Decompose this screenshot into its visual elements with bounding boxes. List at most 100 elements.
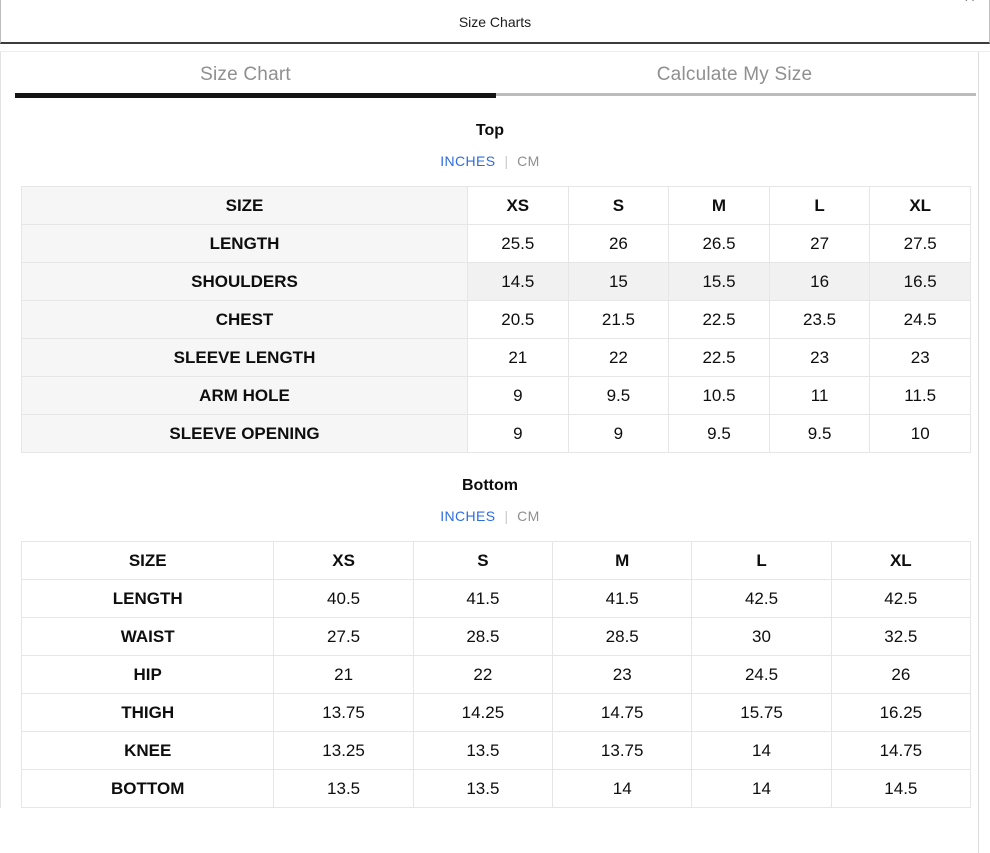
row-label-cell: THIGH [20, 693, 275, 732]
value-cell: 14.5 [830, 769, 972, 808]
table-row: SLEEVE LENGTH 21 22 22.5 23 23 [20, 338, 971, 377]
value-cell: 16.25 [830, 693, 972, 732]
value-cell: 14.25 [412, 693, 554, 732]
table-row: SLEEVE OPENING 9 9 9.5 9.5 10 [20, 414, 971, 453]
active-tab-indicator [15, 93, 496, 98]
table-header-row: SIZE XS S M L XL [20, 186, 971, 225]
value-cell: 9.5 [668, 414, 770, 453]
section-title: Bottom [462, 477, 518, 494]
value-cell: 14 [691, 731, 832, 770]
size-header-cell: SIZE [20, 541, 275, 580]
row-label-cell: LENGTH [20, 579, 275, 618]
table-row: WAIST 27.5 28.5 28.5 30 32.5 [20, 617, 972, 656]
value-cell: 41.5 [552, 579, 693, 618]
value-cell: 11.5 [869, 376, 971, 415]
value-cell: 21 [467, 338, 569, 377]
value-cell: 25.5 [467, 224, 569, 263]
value-cell: 9.5 [768, 414, 871, 453]
value-cell: 23 [552, 655, 693, 694]
table-row: SHOULDERS 14.5 15 15.5 16 16.5 [20, 262, 971, 301]
page-title: Size Charts [458, 14, 532, 30]
value-cell: 13.5 [412, 731, 554, 770]
table-row: CHEST 20.5 21.5 22.5 23.5 24.5 [20, 300, 971, 339]
value-cell: 22.5 [668, 338, 770, 377]
column-header-cell: L [768, 186, 871, 225]
value-cell: 9 [567, 414, 670, 453]
table-row: LENGTH 40.5 41.5 41.5 42.5 42.5 [20, 579, 972, 618]
column-header-cell: M [668, 186, 770, 225]
column-header-cell: M [552, 541, 693, 580]
units-toggle: INCHES | CM [1, 153, 979, 169]
value-cell: 42.5 [691, 579, 832, 618]
column-header-cell: S [567, 186, 670, 225]
value-cell: 24.5 [691, 655, 832, 694]
value-cell: 9 [467, 414, 569, 453]
value-cell: 27 [768, 224, 871, 263]
value-cell: 21 [273, 655, 414, 694]
value-cell: 13.5 [273, 769, 414, 808]
value-cell: 14 [691, 769, 832, 808]
value-cell: 42.5 [830, 579, 972, 618]
tab-calculate-my-size[interactable]: Calculate My Size [656, 64, 813, 85]
value-cell: 23 [869, 338, 971, 377]
value-cell: 26.5 [668, 224, 770, 263]
value-cell: 13.5 [412, 769, 554, 808]
close-icon[interactable]: ✕ [963, 0, 976, 5]
value-cell: 40.5 [273, 579, 414, 618]
cm-link[interactable]: CM [517, 153, 540, 169]
value-cell: 21.5 [567, 300, 670, 339]
value-cell: 13.75 [273, 693, 414, 732]
table-row: LENGTH 25.5 26 26.5 27 27.5 [20, 224, 971, 263]
value-cell: 24.5 [869, 300, 971, 339]
units-toggle: INCHES | CM [1, 508, 979, 524]
table-row: THIGH 13.75 14.25 14.75 15.75 16.25 [20, 693, 972, 732]
row-label-cell: LENGTH [20, 224, 469, 263]
scrollbar-track [978, 52, 979, 853]
value-cell: 9 [467, 376, 569, 415]
content: Size Chart Calculate My Size Top INCHES | C… [1, 52, 979, 808]
row-label-cell: HIP [20, 655, 275, 694]
tab-size-chart[interactable]: Size Chart [200, 64, 291, 85]
column-header-cell: S [412, 541, 554, 580]
value-cell: 9.5 [567, 376, 670, 415]
value-cell: 27.5 [273, 617, 414, 656]
value-cell: 26 [567, 224, 670, 263]
section-title: Top [475, 122, 505, 139]
value-cell: 10 [869, 414, 971, 453]
value-cell: 28.5 [552, 617, 693, 656]
row-label-cell: BOTTOM [20, 769, 275, 808]
value-cell: 23 [768, 338, 871, 377]
row-label-cell: SLEEVE OPENING [20, 414, 469, 453]
tab-underline [15, 93, 976, 98]
value-cell: 11 [768, 376, 871, 415]
value-cell: 16 [768, 262, 871, 301]
size-section-bottom: Bottom INCHES | CM SIZE XS S M L XL LENGTH 40.5 41.5… [1, 477, 979, 808]
column-header-cell: XS [273, 541, 414, 580]
value-cell: 23.5 [768, 300, 871, 339]
table-row: KNEE 13.25 13.5 13.75 14 14.75 [20, 731, 972, 770]
value-cell: 16.5 [869, 262, 971, 301]
value-cell: 26 [830, 655, 972, 694]
size-table-top: SIZE XS S M L XL LENGTH 25.5 26 26.5 27 27.5 SHOULDE… [20, 186, 971, 453]
cm-link[interactable]: CM [517, 508, 540, 524]
column-header-cell: XL [869, 186, 971, 225]
value-cell: 10.5 [668, 376, 770, 415]
value-cell: 14.5 [467, 262, 569, 301]
inches-link[interactable]: INCHES [440, 508, 496, 524]
table-header-row: SIZE XS S M L XL [20, 541, 972, 580]
value-cell: 20.5 [467, 300, 569, 339]
row-label-cell: SLEEVE LENGTH [20, 338, 469, 377]
value-cell: 32.5 [830, 617, 972, 656]
value-cell: 22.5 [668, 300, 770, 339]
size-table-bottom: SIZE XS S M L XL LENGTH 40.5 41.5 41.5 42.5 42.5 WAI… [20, 541, 972, 808]
inches-link[interactable]: INCHES [440, 153, 496, 169]
table-row: ARM HOLE 9 9.5 10.5 11 11.5 [20, 376, 971, 415]
value-cell: 28.5 [412, 617, 554, 656]
row-label-cell: SHOULDERS [20, 262, 469, 301]
sections: Top INCHES | CM SIZE XS S M L XL LENGTH 25.5 26 26.5 2… [1, 122, 979, 808]
titlebar: Size Charts ✕ [0, 0, 990, 44]
column-header-cell: XL [830, 541, 972, 580]
value-cell: 41.5 [412, 579, 554, 618]
size-header-cell: SIZE [20, 186, 469, 225]
